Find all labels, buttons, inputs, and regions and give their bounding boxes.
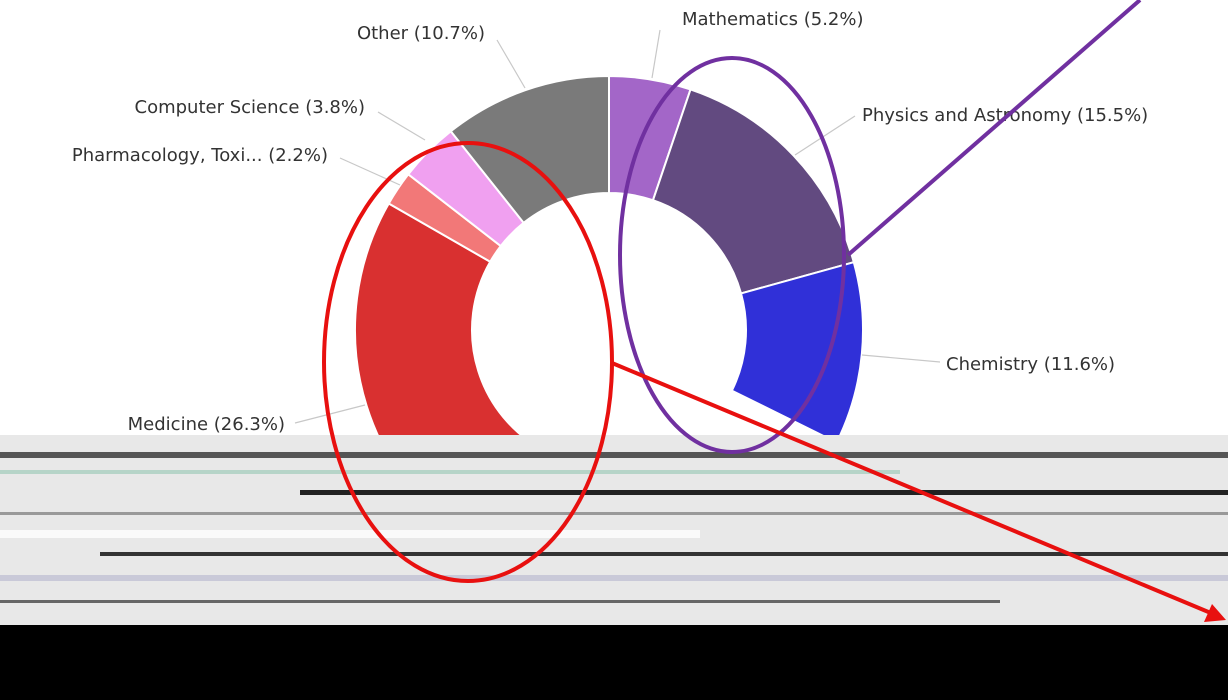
segment-label: Other (10.7%) xyxy=(357,23,485,44)
purple-ellipse xyxy=(618,56,846,454)
leader-line xyxy=(861,354,941,363)
segment-label: Medicine (26.3%) xyxy=(128,414,285,435)
donut-segment xyxy=(651,88,856,295)
donut-segment xyxy=(449,74,610,225)
segment-label: Mathematics (5.2%) xyxy=(682,9,864,30)
red-arrow xyxy=(611,361,1219,618)
glitch-stripe xyxy=(0,452,1228,458)
segment-label: Pharmacology, Toxi... (2.2%) xyxy=(72,145,328,166)
leader-line xyxy=(339,157,401,186)
glitch-stripe xyxy=(300,490,1228,495)
annotations xyxy=(322,0,1226,622)
chart-labels: Mathematics (5.2%)Physics and Astronomy … xyxy=(72,9,1148,435)
glitch-stripe xyxy=(0,600,1000,603)
glitch-stripe xyxy=(100,552,1228,556)
corrupted-region xyxy=(0,435,1228,700)
glitch-stripe xyxy=(0,575,1228,581)
segment-label: Computer Science (3.8%) xyxy=(135,97,365,118)
leader-line xyxy=(651,29,661,79)
arrow-head xyxy=(1204,604,1226,622)
glitch-stripe xyxy=(0,512,1228,515)
glitch-stripe xyxy=(0,530,700,538)
leader-line xyxy=(496,39,526,89)
donut-chart xyxy=(354,74,864,562)
purple-line xyxy=(846,0,1142,257)
segment-label: Chemistry (11.6%) xyxy=(946,354,1115,375)
black-region xyxy=(0,625,1228,700)
leader-line xyxy=(377,111,426,141)
glitch-stripe xyxy=(0,470,900,474)
leader-line xyxy=(794,115,856,156)
red-ellipse xyxy=(322,141,614,583)
